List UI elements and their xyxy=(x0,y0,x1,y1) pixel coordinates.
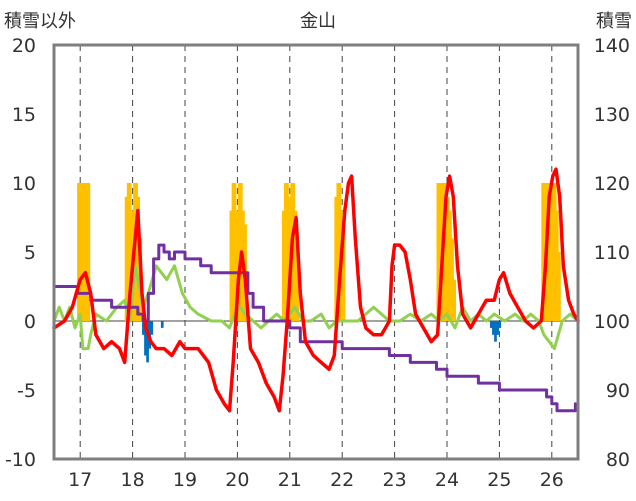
right-tick-label: 120 xyxy=(594,173,630,195)
precipitation-bar xyxy=(296,265,300,321)
x-tick-label: 21 xyxy=(278,469,302,491)
precipitation-bar xyxy=(338,183,342,321)
x-tick-label: 25 xyxy=(487,469,511,491)
precipitation-bar xyxy=(436,183,440,321)
precipitation-bar xyxy=(124,196,128,321)
precipitation-bar xyxy=(553,183,557,321)
right-tick-label: 80 xyxy=(606,449,630,471)
left-axis-label: 積雪以外 xyxy=(4,11,76,32)
precipitation-bar xyxy=(126,183,130,321)
right-tick-label: 130 xyxy=(594,104,630,126)
x-tick-label: 20 xyxy=(225,469,249,491)
left-tick-label: -5 xyxy=(17,380,36,402)
right-tick-label: 90 xyxy=(606,380,630,402)
x-tick-label: 22 xyxy=(330,469,354,491)
x-tick-labels: 17 18 19 20 21 22 23 24 25 26 xyxy=(68,469,564,491)
snowfall-bar xyxy=(489,321,493,328)
precipitation-bar xyxy=(87,183,91,321)
plot-frame xyxy=(52,43,580,461)
precipitation-bar xyxy=(551,183,555,321)
precipitation-bar xyxy=(292,183,296,321)
right-axis-label: 積雪 xyxy=(596,11,632,32)
series-lines xyxy=(52,167,580,413)
snowfall-bar xyxy=(142,321,145,335)
snowfall-bar xyxy=(494,321,497,342)
precipitation-bar xyxy=(336,183,340,321)
precipitation-bar xyxy=(229,210,233,321)
left-tick-label: 10 xyxy=(12,173,36,195)
x-tick-label: 17 xyxy=(68,469,92,491)
precipitation-bar xyxy=(342,224,346,321)
precipitation-bar xyxy=(541,183,545,321)
snowfall-bar xyxy=(492,321,495,335)
x-tick-label: 26 xyxy=(540,469,564,491)
left-tick-label: 15 xyxy=(12,104,36,126)
precipitation-bar xyxy=(438,183,442,321)
left-tick-label: 0 xyxy=(24,311,36,333)
precipitation-bar xyxy=(447,196,450,321)
snowfall-bar xyxy=(150,321,154,335)
x-tick-label: 23 xyxy=(383,469,407,491)
precipitation-bar xyxy=(286,183,289,321)
right-tick-label: 140 xyxy=(594,35,630,57)
precipitation-bar xyxy=(79,183,82,321)
left-tick-label: -10 xyxy=(5,449,36,471)
precipitation-bar xyxy=(547,183,551,321)
precipitation-bar xyxy=(558,252,561,321)
right-tick-labels: 140 130 120 110 100 90 80 xyxy=(594,35,630,471)
precipitation-bar xyxy=(555,210,559,321)
right-tick-label: 100 xyxy=(594,311,630,333)
left-tick-label: 5 xyxy=(24,242,36,264)
snowfall-bar xyxy=(146,321,149,363)
precipitation-bar xyxy=(334,196,338,321)
precipitation-bar xyxy=(449,210,452,321)
precipitation-bar xyxy=(237,183,241,321)
snowfall-bar xyxy=(498,321,502,328)
precipitation-bar xyxy=(233,183,237,321)
precipitation-bar xyxy=(451,238,454,321)
precipitation-bar xyxy=(81,183,84,321)
precipitation-bar xyxy=(85,183,89,321)
precipitation-bar xyxy=(549,183,553,321)
snowfall-bar xyxy=(496,321,499,335)
precipitation-bar xyxy=(231,183,235,321)
precipitation-bar xyxy=(294,210,298,321)
precipitation-bar xyxy=(135,183,138,321)
precipitation-bar xyxy=(83,183,87,321)
precipitation-bar xyxy=(235,210,239,321)
precipitation-bar xyxy=(77,183,80,321)
precipitation-bar xyxy=(453,279,456,321)
snowfall-bar xyxy=(160,321,164,328)
snowfall-bar xyxy=(144,321,147,356)
right-tick-label: 110 xyxy=(594,242,630,264)
x-tick-label: 19 xyxy=(173,469,197,491)
chart-title: 金山 xyxy=(300,11,336,32)
precipitation-bar xyxy=(281,210,285,321)
precipitation-bar xyxy=(128,183,132,321)
precipitation-bar xyxy=(284,183,287,321)
grid xyxy=(54,45,578,459)
x-tick-label: 24 xyxy=(435,469,459,491)
x-tick-label: 18 xyxy=(121,469,145,491)
precipitation-bar xyxy=(444,183,448,321)
left-tick-label: 20 xyxy=(12,35,36,57)
left-tick-labels: 20 15 10 5 0 -5 -10 xyxy=(5,35,36,471)
temperature-line xyxy=(52,167,580,413)
